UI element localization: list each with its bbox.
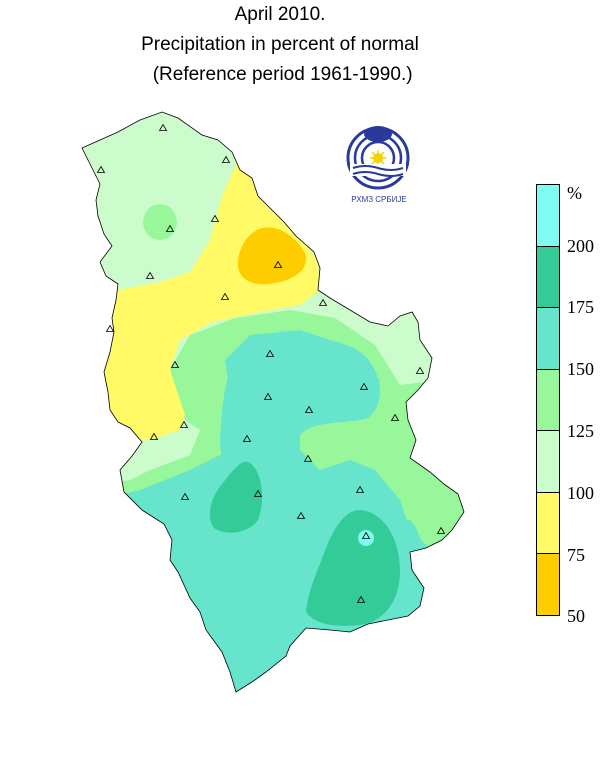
station-marker [355, 485, 365, 493]
zone-nw-125-150 [143, 204, 177, 240]
legend-label-175: 175 [567, 297, 594, 317]
station-marker [303, 454, 313, 462]
zone-se-175-200 [306, 510, 400, 626]
station-marker [158, 123, 168, 131]
precip-zones [82, 112, 464, 692]
station-marker [210, 214, 220, 222]
station-marker [96, 165, 106, 173]
station-marker [296, 511, 306, 519]
legend-swatch [536, 553, 560, 616]
logo-text: РХМЗ СРБИЈЕ [351, 195, 406, 204]
legend: % 200 175 150 125 100 75 50 [536, 183, 600, 625]
map-title: April 2010. Precipitation in percent of … [0, 0, 560, 90]
legend-unit: % [567, 183, 582, 203]
station-marker [220, 292, 230, 300]
title-line-3: (Reference period 1961-1990.) [147, 64, 413, 85]
station-marker [356, 595, 366, 603]
station-marker [105, 324, 115, 332]
institute-logo: РХМЗ СРБИЈЕ [345, 120, 415, 210]
station-markers [96, 123, 446, 603]
station-marker [165, 224, 175, 232]
legend-swatch [536, 245, 560, 308]
station-marker [242, 434, 252, 442]
zone-over-200 [358, 530, 374, 546]
station-marker [179, 420, 189, 428]
legend-swatch [536, 491, 560, 554]
station-marker [263, 392, 273, 400]
legend-label-100: 100 [567, 483, 594, 503]
legend-swatch [536, 430, 560, 493]
station-marker [149, 432, 159, 440]
zone-central-150-175 [220, 337, 399, 541]
station-marker [436, 526, 446, 534]
legend-label-125: 125 [567, 421, 594, 441]
station-marker [318, 298, 328, 306]
station-marker [221, 155, 231, 163]
station-marker [145, 271, 155, 279]
title-line-1: April 2010. [234, 4, 326, 25]
legend-label-50: 50 [567, 606, 585, 626]
legend-label-150: 150 [567, 359, 594, 379]
station-marker [273, 260, 283, 268]
station-marker [170, 360, 180, 368]
station-marker [415, 366, 425, 374]
station-marker [361, 531, 371, 539]
station-marker [390, 413, 400, 421]
station-marker [359, 382, 369, 390]
legend-swatch [536, 184, 560, 247]
title-line-2: Precipitation in percent of normal [141, 34, 419, 55]
station-marker [180, 492, 190, 500]
legend-label-200: 200 [567, 236, 594, 256]
zone-west-175-200 [209, 461, 263, 533]
zone-50-75 [237, 227, 307, 285]
legend-swatch [536, 368, 560, 431]
legend-swatch [536, 307, 560, 370]
station-marker [304, 405, 314, 413]
station-marker [253, 489, 263, 497]
legend-label-75: 75 [567, 545, 585, 565]
station-marker [265, 349, 275, 357]
